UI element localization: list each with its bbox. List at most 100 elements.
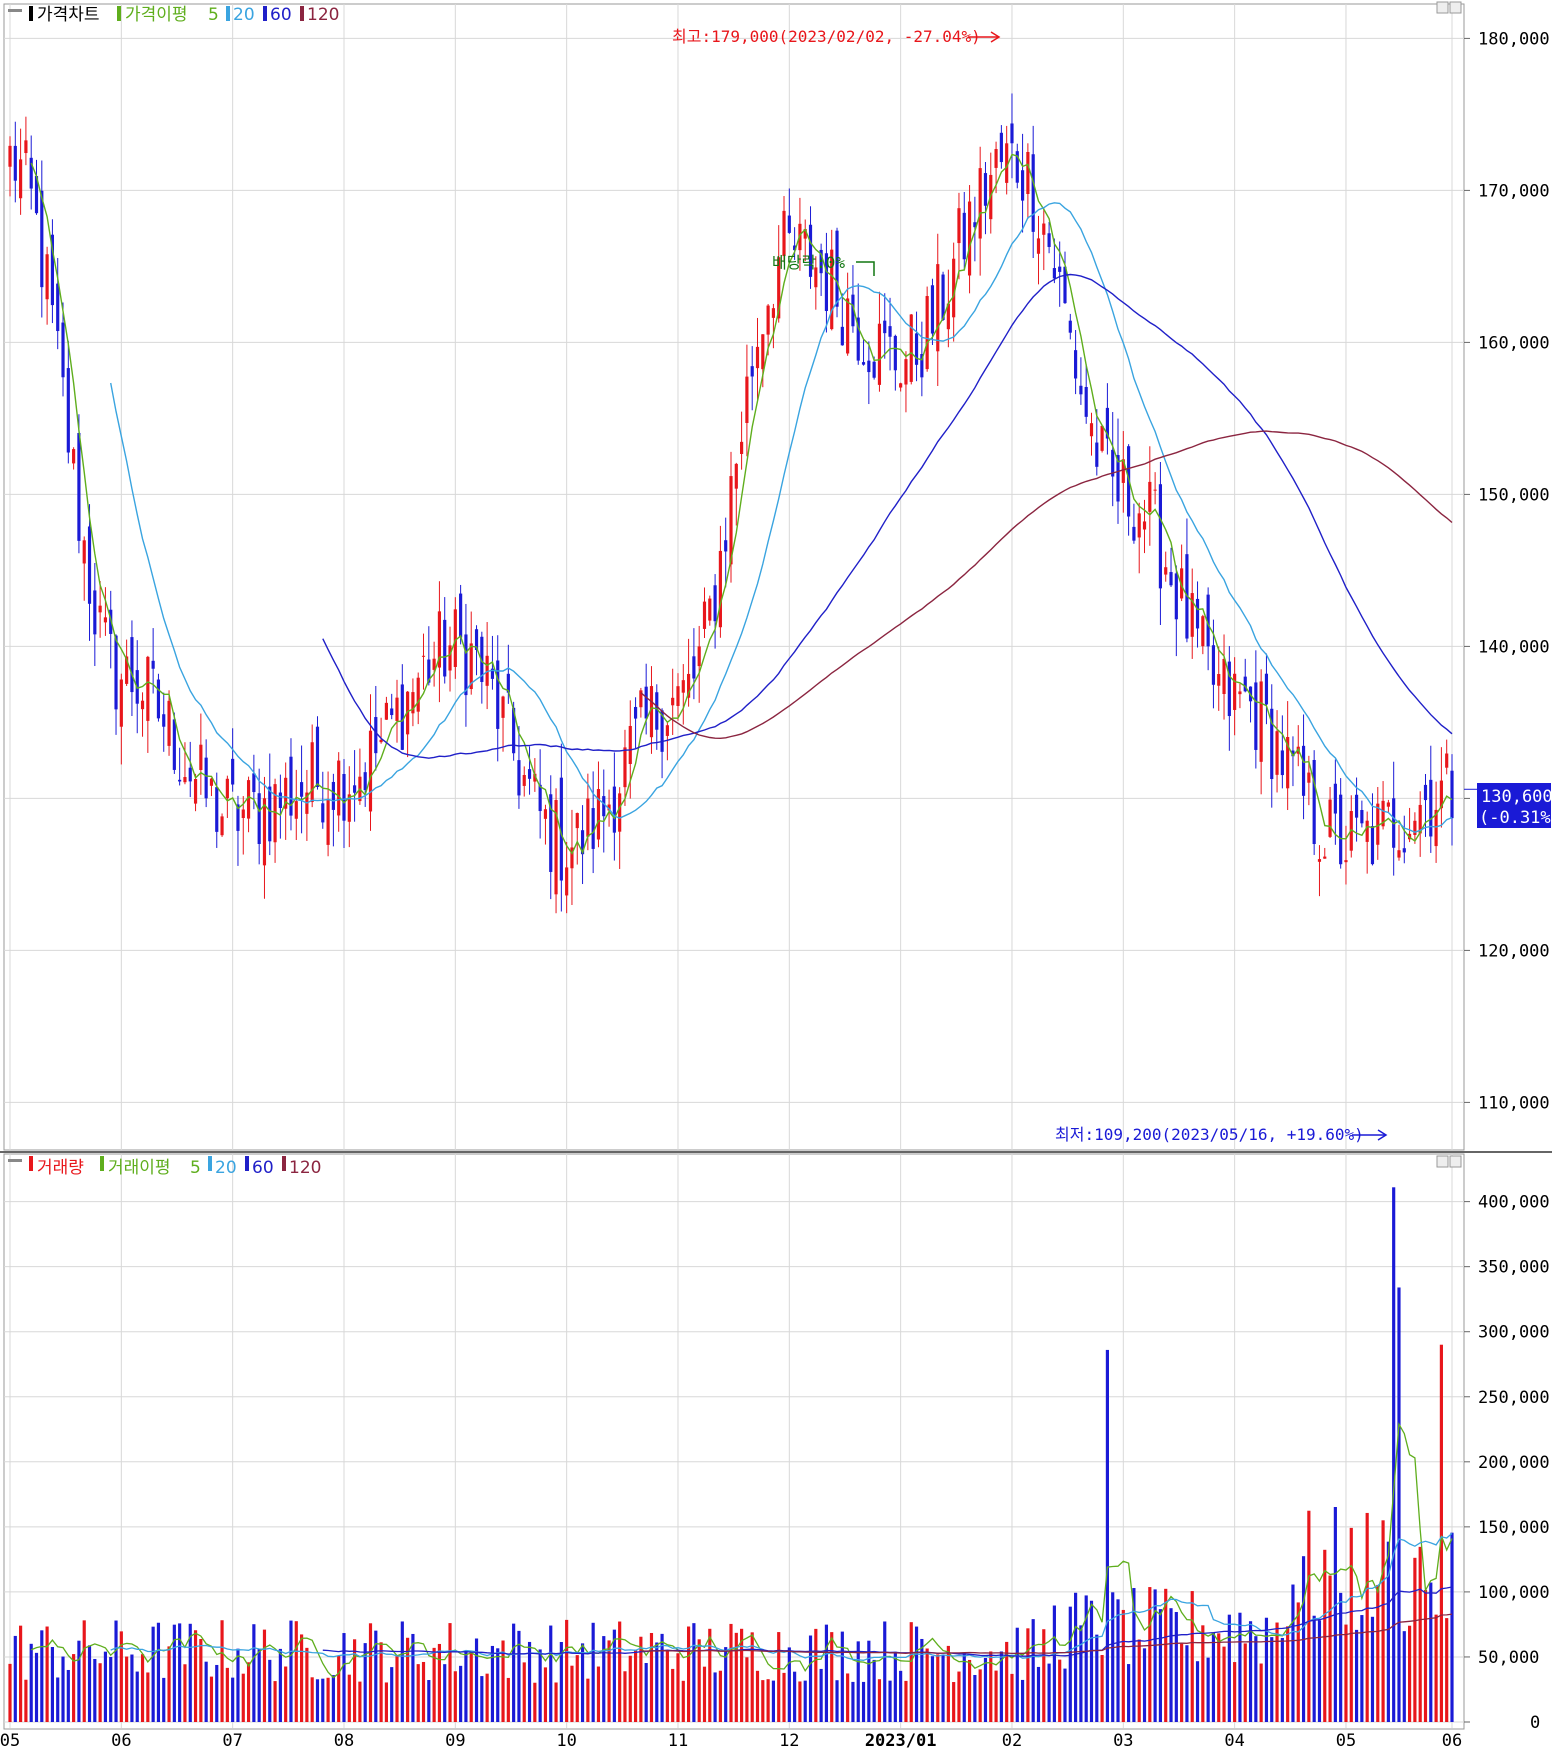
volume-bar bbox=[321, 1678, 325, 1722]
volume-bar bbox=[13, 1635, 17, 1722]
candle-body bbox=[1339, 794, 1343, 865]
legend-menu-icon[interactable] bbox=[8, 9, 22, 12]
legend-volume-title[interactable]: 거래량 bbox=[37, 1158, 84, 1178]
volume-bar bbox=[1148, 1587, 1152, 1722]
legend-ma-marker bbox=[117, 6, 121, 21]
candle-body bbox=[957, 208, 961, 244]
volume-bar bbox=[1413, 1557, 1417, 1722]
volume-bar bbox=[453, 1671, 457, 1722]
volume-bar bbox=[994, 1670, 998, 1722]
candle-body bbox=[294, 801, 298, 819]
candle-body bbox=[1116, 455, 1120, 502]
volume-bar bbox=[114, 1620, 118, 1722]
legend-price-marker bbox=[29, 6, 33, 21]
legend-price-title[interactable]: 가격차트 bbox=[37, 5, 100, 25]
volume-bar bbox=[1254, 1636, 1258, 1722]
legend-ma20[interactable]: 20 bbox=[233, 5, 255, 25]
legend-vol-ma20[interactable]: 20 bbox=[215, 1158, 237, 1178]
candle-body bbox=[533, 773, 537, 782]
close-icon[interactable] bbox=[1449, 1155, 1462, 1168]
candle-body bbox=[40, 190, 44, 288]
candle-body bbox=[936, 264, 940, 352]
x-tick-label: 02 bbox=[1002, 1731, 1022, 1751]
candle-body bbox=[315, 726, 320, 788]
candle-body bbox=[1020, 170, 1025, 201]
volume-bar bbox=[543, 1667, 548, 1722]
low-arrowhead bbox=[1377, 1129, 1388, 1141]
high-annotation: 최고:179,000(2023/02/02, -27.04%) bbox=[672, 27, 1001, 46]
price-panel[interactable] bbox=[3, 3, 1465, 1151]
candle-body bbox=[1206, 594, 1210, 647]
volume-bar bbox=[755, 1670, 760, 1722]
candle-body bbox=[565, 867, 569, 896]
dividend-arrow bbox=[856, 261, 875, 276]
legend-ma60[interactable]: 60 bbox=[270, 5, 292, 25]
price-tick-label: 170,000 bbox=[1478, 181, 1550, 201]
candle-body bbox=[1301, 745, 1306, 796]
volume-bar bbox=[1195, 1661, 1200, 1722]
candle-body bbox=[967, 201, 972, 276]
volume-bar bbox=[146, 1672, 150, 1722]
volume-bar bbox=[877, 1679, 882, 1722]
candle-body bbox=[586, 798, 590, 837]
volume-bar bbox=[676, 1653, 680, 1722]
volume-bar bbox=[1296, 1602, 1300, 1722]
volume-bar bbox=[432, 1647, 436, 1722]
candle-body bbox=[575, 813, 579, 829]
volume-bar bbox=[697, 1639, 701, 1722]
candle-body bbox=[1354, 794, 1359, 818]
volume-bar bbox=[1354, 1629, 1359, 1722]
candle-body bbox=[761, 334, 765, 370]
volume-bar bbox=[1339, 1592, 1343, 1722]
volume-bar bbox=[999, 1651, 1003, 1722]
volume-bar bbox=[527, 1641, 532, 1722]
volume-bar bbox=[135, 1671, 139, 1722]
volume-bar bbox=[740, 1628, 744, 1722]
legend-ma-label[interactable]: 가격이평 bbox=[125, 5, 188, 25]
candle-body bbox=[331, 781, 335, 810]
price-candles bbox=[8, 93, 1454, 914]
volume-bar bbox=[231, 1677, 235, 1722]
volume-bar bbox=[909, 1622, 913, 1722]
candle-body bbox=[740, 441, 744, 454]
candle-body bbox=[1312, 759, 1316, 845]
volume-bar bbox=[1005, 1641, 1009, 1722]
candle-body bbox=[1222, 658, 1226, 695]
minimize-icon[interactable] bbox=[1436, 1, 1449, 14]
volume-panel[interactable] bbox=[3, 1153, 1465, 1730]
candle-body bbox=[77, 432, 81, 541]
candle-body bbox=[321, 803, 325, 823]
volume-bar bbox=[1063, 1668, 1067, 1722]
candle-body bbox=[193, 778, 198, 804]
legend-ma5[interactable]: 5 bbox=[208, 5, 219, 25]
legend-vol-ma5[interactable]: 5 bbox=[190, 1158, 201, 1178]
legend-vol-ma-label[interactable]: 거래이평 bbox=[108, 1158, 171, 1178]
candle-body bbox=[162, 714, 166, 727]
legend-vol-ma120[interactable]: 120 bbox=[289, 1158, 321, 1178]
candle-body bbox=[167, 700, 171, 746]
volume-bar bbox=[125, 1656, 129, 1722]
volume-bar bbox=[29, 1643, 33, 1722]
close-icon[interactable] bbox=[1449, 1, 1462, 14]
volume-bar bbox=[331, 1675, 335, 1722]
volume-bar bbox=[374, 1630, 378, 1722]
minimize-icon[interactable] bbox=[1436, 1155, 1449, 1168]
volume-bar bbox=[660, 1633, 664, 1722]
candle-body bbox=[278, 792, 282, 808]
volume-bar bbox=[559, 1641, 563, 1722]
volume-y-axis: 400,000 350,000 300,000 250,000 200,000 150,0… bbox=[1464, 1193, 1550, 1733]
volume-bar bbox=[448, 1623, 452, 1722]
volume-bar bbox=[1349, 1527, 1353, 1722]
volume-bar bbox=[1132, 1588, 1136, 1722]
candle-body bbox=[236, 804, 240, 831]
legend-ma120[interactable]: 120 bbox=[307, 5, 339, 25]
volume-bar bbox=[957, 1671, 961, 1722]
candle-body bbox=[56, 283, 60, 332]
x-tick-label: 12 bbox=[779, 1731, 799, 1751]
candle-body bbox=[453, 609, 457, 667]
volume-bar bbox=[1270, 1637, 1274, 1722]
candle-body bbox=[1074, 350, 1078, 379]
legend-vol-ma60[interactable]: 60 bbox=[252, 1158, 274, 1178]
legend-menu-icon[interactable] bbox=[8, 1159, 22, 1162]
candle-body bbox=[1079, 385, 1083, 395]
